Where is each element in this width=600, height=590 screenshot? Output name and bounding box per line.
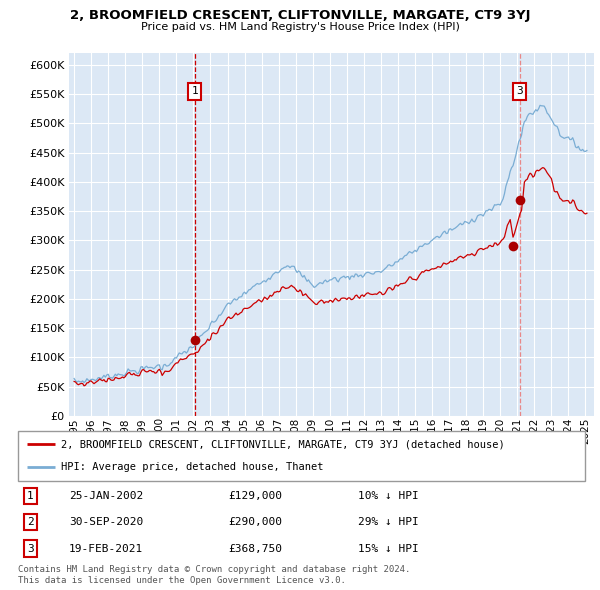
Text: Price paid vs. HM Land Registry's House Price Index (HPI): Price paid vs. HM Land Registry's House … — [140, 22, 460, 32]
Text: HPI: Average price, detached house, Thanet: HPI: Average price, detached house, Than… — [61, 463, 323, 473]
Text: £129,000: £129,000 — [228, 491, 282, 501]
Text: 3: 3 — [516, 86, 523, 96]
Text: 19-FEB-2021: 19-FEB-2021 — [69, 543, 143, 553]
Text: 30-SEP-2020: 30-SEP-2020 — [69, 517, 143, 527]
Text: Contains HM Land Registry data © Crown copyright and database right 2024.
This d: Contains HM Land Registry data © Crown c… — [18, 565, 410, 585]
Text: 2, BROOMFIELD CRESCENT, CLIFTONVILLE, MARGATE, CT9 3YJ: 2, BROOMFIELD CRESCENT, CLIFTONVILLE, MA… — [70, 9, 530, 22]
Text: 15% ↓ HPI: 15% ↓ HPI — [358, 543, 419, 553]
Text: 25-JAN-2002: 25-JAN-2002 — [69, 491, 143, 501]
Text: 2: 2 — [27, 517, 34, 527]
Text: 3: 3 — [27, 543, 34, 553]
Text: 29% ↓ HPI: 29% ↓ HPI — [358, 517, 419, 527]
Text: £368,750: £368,750 — [228, 543, 282, 553]
Text: 2, BROOMFIELD CRESCENT, CLIFTONVILLE, MARGATE, CT9 3YJ (detached house): 2, BROOMFIELD CRESCENT, CLIFTONVILLE, MA… — [61, 439, 504, 449]
Text: 1: 1 — [27, 491, 34, 501]
Text: 1: 1 — [191, 86, 198, 96]
FancyBboxPatch shape — [18, 431, 585, 481]
Text: 10% ↓ HPI: 10% ↓ HPI — [358, 491, 419, 501]
Text: £290,000: £290,000 — [228, 517, 282, 527]
